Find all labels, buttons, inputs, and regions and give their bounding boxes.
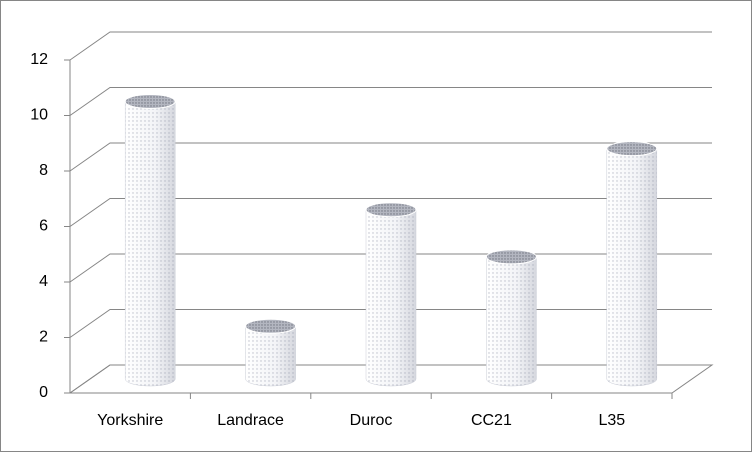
grid-line — [69, 87, 712, 116]
y-tick-label: 0 — [39, 384, 48, 401]
x-tick-label: CC21 — [471, 412, 512, 429]
y-tick-label: 6 — [39, 218, 48, 235]
bar-top — [124, 94, 176, 109]
bar-texture — [606, 148, 657, 387]
y-tick-label: 8 — [39, 162, 48, 179]
bar-texture — [245, 326, 296, 387]
bar-top — [365, 202, 417, 218]
bar-top — [485, 249, 537, 265]
x-tick-label: Yorkshire — [97, 412, 163, 429]
x-tick-label: L35 — [598, 412, 625, 429]
bar-texture — [486, 256, 537, 387]
x-tick-label: Landrace — [217, 412, 284, 429]
cylinder — [606, 141, 658, 387]
y-tick-label: 4 — [39, 273, 48, 290]
cylinder — [485, 249, 537, 387]
grid-line — [69, 142, 712, 172]
cylinder — [245, 318, 297, 387]
bar-texture — [125, 101, 176, 387]
bar-top — [606, 141, 658, 157]
grid-line — [69, 198, 712, 227]
grid-line — [69, 31, 712, 61]
bar-top — [245, 318, 297, 334]
y-tick-label: 2 — [39, 329, 48, 346]
y-tick-label: 10 — [30, 107, 48, 124]
cylinder — [124, 94, 176, 387]
cylinder — [365, 202, 417, 387]
y-tick-label: 12 — [30, 51, 48, 68]
x-tick-label: Duroc — [350, 412, 393, 429]
bar-texture — [366, 209, 416, 386]
